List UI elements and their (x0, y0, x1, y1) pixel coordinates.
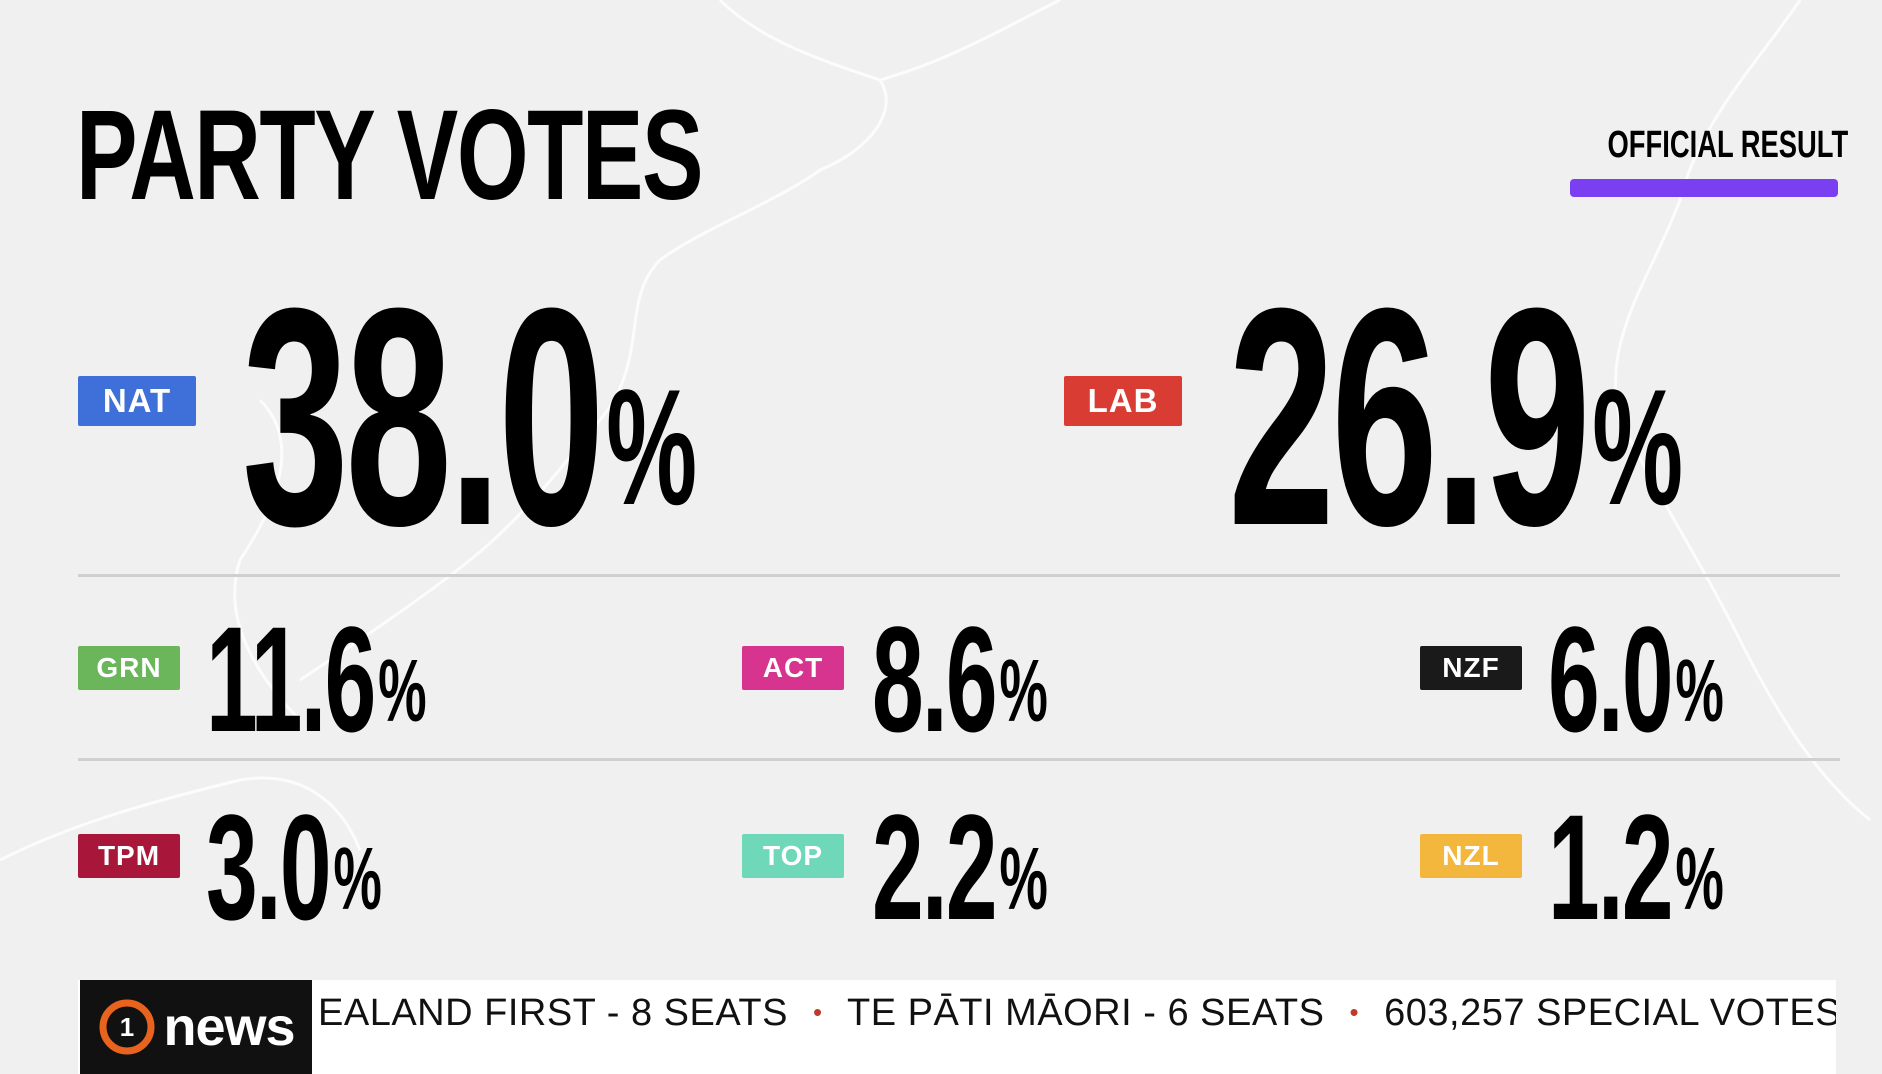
ticker-separator: • (1349, 997, 1360, 1027)
party-percentage-nzf: 6.0% (1548, 595, 1724, 763)
news-ticker: EALAND FIRST - 8 SEATS • TE PĀTI MĀORI -… (78, 980, 1836, 1074)
party-value-top: 2.2 (872, 783, 998, 951)
party-percentage-act: 8.6% (872, 595, 1048, 763)
party-percentage-lab: 26.9% (1228, 243, 1683, 590)
party-value-lab: 26.9 (1228, 243, 1591, 590)
ticker-segment: TE PĀTI MĀORI - 6 SEATS (846, 992, 1325, 1034)
party-tag-act: ACT (742, 646, 844, 690)
status-bar (1570, 179, 1838, 197)
percent-sign: % (378, 641, 427, 740)
party-value-nat: 38.0 (242, 243, 605, 590)
ticker-separator: • (813, 997, 823, 1027)
percent-sign: % (1675, 641, 1724, 740)
party-percentage-top: 2.2% (872, 783, 1048, 951)
ticker-segment: EALAND FIRST - 8 SEATS (318, 992, 788, 1034)
party-tag-nzf: NZF (1420, 646, 1522, 690)
percent-sign: % (333, 829, 382, 928)
party-tag-grn: GRN (78, 646, 180, 690)
party-percentage-nzl: 1.2% (1548, 783, 1724, 951)
party-percentage-tpm: 3.0% (206, 783, 382, 951)
logo-digit: 1 (120, 1012, 134, 1042)
status-indicator: OFFICIAL RESULT (1570, 124, 1849, 197)
party-tag-top: TOP (742, 834, 844, 878)
page-title: PARTY VOTES (76, 84, 703, 227)
party-percentage-nat: 38.0% (242, 243, 697, 590)
party-tag-lab: LAB (1064, 376, 1182, 426)
party-value-nzf: 6.0 (1548, 595, 1674, 763)
percent-sign: % (999, 641, 1048, 740)
divider (78, 758, 1840, 761)
party-value-act: 8.6 (872, 595, 998, 763)
party-tag-tpm: TPM (78, 834, 180, 878)
party-value-nzl: 1.2 (1548, 783, 1674, 951)
party-percentage-grn: 11.6% (206, 595, 427, 763)
party-tag-nat: NAT (78, 376, 196, 426)
party-tag-nzl: NZL (1420, 834, 1522, 878)
logo-ring-icon: 1 (99, 999, 155, 1055)
percent-sign: % (1592, 355, 1683, 539)
percent-sign: % (1675, 829, 1724, 928)
divider (78, 574, 1840, 577)
party-value-tpm: 3.0 (206, 783, 332, 951)
status-label: OFFICIAL RESULT (1607, 124, 1849, 166)
percent-sign: % (999, 829, 1048, 928)
ticker-segment: 603,257 SPECIAL VOTES COUNTED (1384, 992, 1836, 1034)
1news-logo: 1 news (80, 980, 312, 1074)
percent-sign: % (606, 355, 697, 539)
party-value-grn: 11.6 (206, 595, 376, 763)
ticker-text: EALAND FIRST - 8 SEATS • TE PĀTI MĀORI -… (318, 992, 1836, 1035)
logo-text: news (163, 997, 295, 1057)
